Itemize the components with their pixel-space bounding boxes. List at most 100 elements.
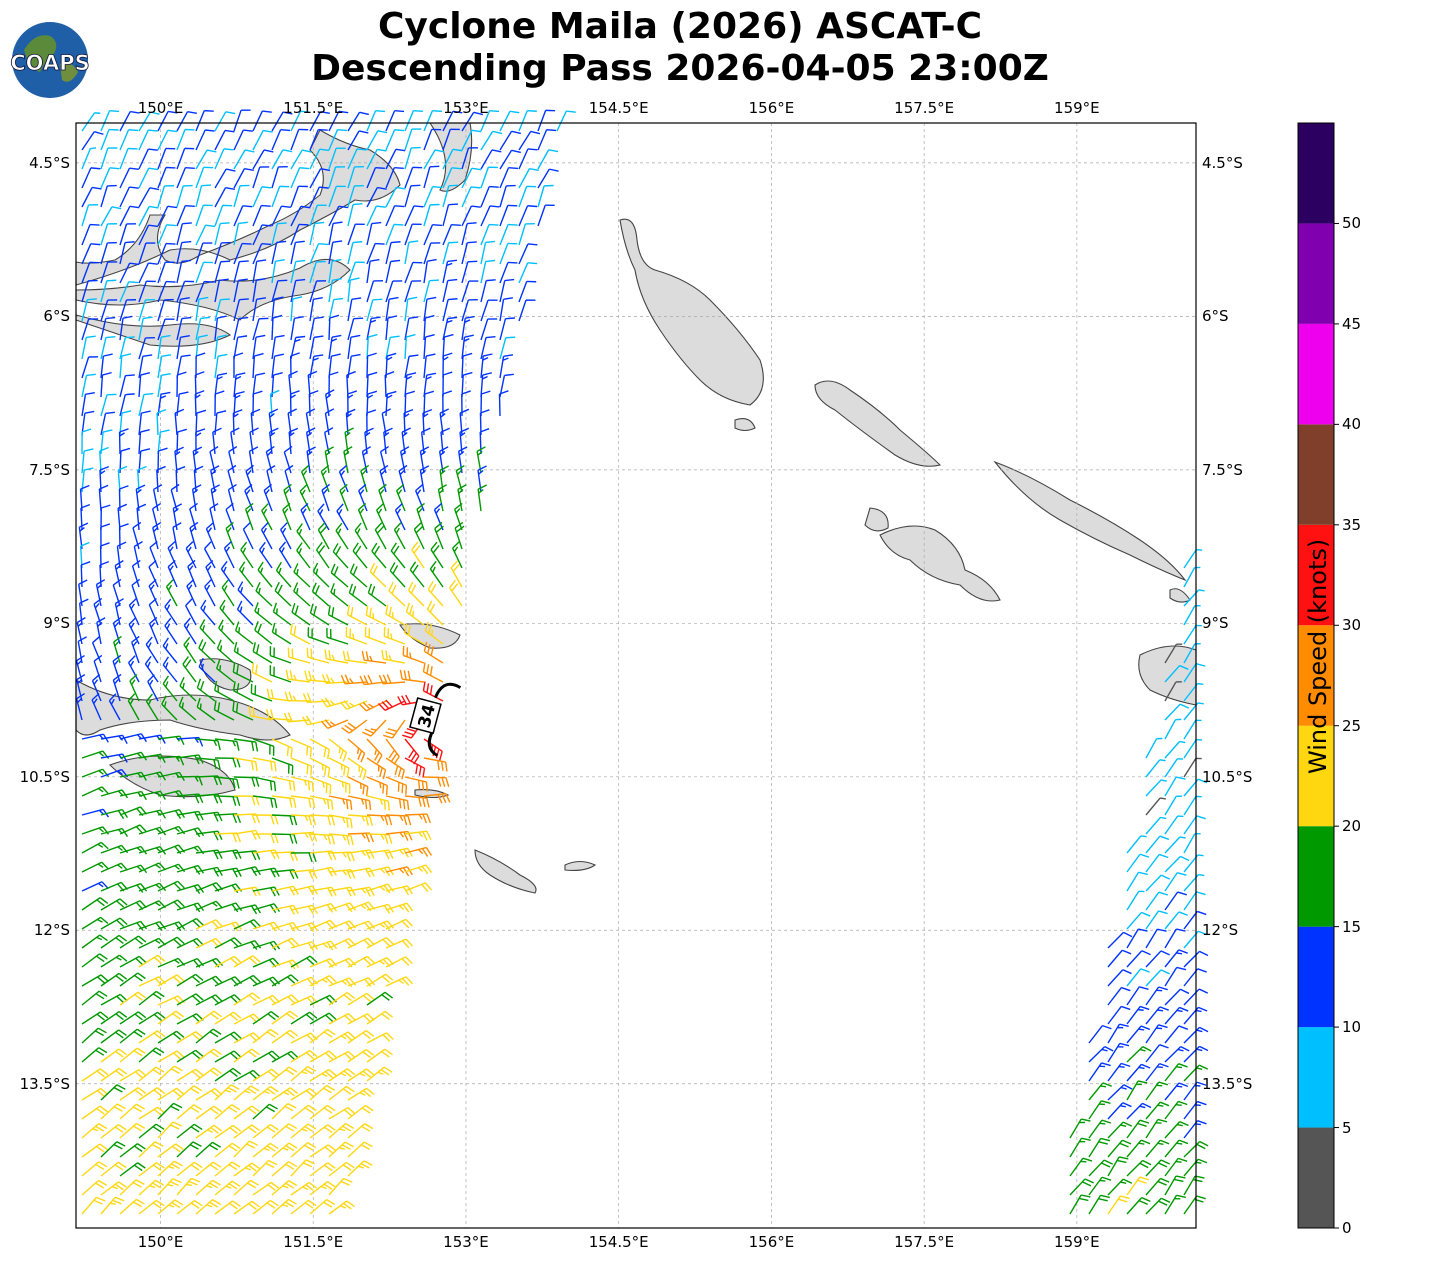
wind-barb	[385, 166, 404, 189]
wind-barb	[347, 1123, 374, 1139]
wind-barb	[81, 808, 110, 818]
wind-barb	[1164, 1006, 1189, 1025]
wind-barb	[328, 738, 348, 762]
wind-barb	[1164, 911, 1188, 930]
wind-barb	[81, 826, 110, 835]
wind-barb	[119, 353, 132, 379]
wind-barb	[1145, 737, 1163, 759]
wind-barb	[371, 542, 387, 569]
wind-barb	[423, 242, 441, 265]
wind-barb	[480, 130, 503, 151]
lat-tick-label-right: 10.5°S	[1202, 767, 1253, 786]
wind-barb	[100, 335, 116, 360]
colorbar-segment	[1298, 524, 1334, 626]
title-line-1: Cyclone Maila (2026) ASCAT-C	[377, 6, 983, 47]
wind-barb	[498, 390, 509, 417]
wind-barb	[404, 830, 432, 841]
wind-barb	[1164, 718, 1182, 740]
wind-barb	[237, 581, 254, 607]
wind-barb	[518, 222, 535, 246]
wind-barb	[385, 296, 399, 322]
wind-barb	[347, 334, 361, 360]
wind-barb	[293, 563, 311, 588]
colorbar-tick-label: 45	[1342, 314, 1362, 333]
wind-barb	[138, 392, 154, 417]
wind-barb	[1145, 759, 1166, 778]
wind-barb	[100, 1196, 125, 1215]
wind-barb	[404, 623, 425, 645]
wind-barb	[81, 356, 99, 379]
wind-barb	[138, 167, 159, 189]
wind-barb	[357, 502, 368, 531]
wind-barb	[271, 994, 299, 1006]
wind-barb	[347, 1160, 373, 1177]
wind-barb	[100, 1011, 128, 1025]
wind-barb	[214, 1180, 241, 1196]
wind-barb	[347, 795, 372, 811]
wind-barb	[442, 184, 459, 208]
wind-barb	[293, 582, 311, 607]
wind-barb	[100, 917, 128, 930]
wind-barb	[271, 622, 292, 645]
wind-barb	[221, 579, 235, 607]
wind-barb	[404, 146, 421, 170]
wind-barb	[1164, 740, 1186, 759]
wind-barb	[537, 204, 555, 227]
lat-tick-label-left: 10.5°S	[19, 767, 70, 786]
wind-barb	[1164, 703, 1190, 721]
lon-tick-label-top: 157.5°E	[894, 99, 955, 117]
wind-barb	[209, 446, 219, 474]
wind-barb	[461, 334, 474, 360]
wind-barb	[439, 465, 449, 493]
wind-barb	[347, 1141, 373, 1158]
wind-barb	[1183, 739, 1203, 759]
wind-barb	[422, 681, 444, 702]
wind-barb	[81, 1011, 109, 1025]
wind-barb	[233, 1162, 260, 1177]
wind-barb	[214, 353, 228, 379]
wind-barb	[176, 316, 192, 341]
wind-barb	[233, 641, 254, 664]
wind-barb	[480, 110, 500, 132]
wind-barb	[309, 814, 336, 826]
wind-barb	[480, 279, 496, 303]
wind-barb	[75, 654, 85, 683]
wind-barb	[366, 1032, 394, 1044]
wind-barb	[233, 298, 249, 322]
wind-barb	[347, 920, 376, 931]
wind-barb	[537, 184, 554, 208]
wind-barb	[131, 559, 141, 588]
wind-barb	[404, 240, 419, 265]
wind-barb	[1164, 1120, 1189, 1139]
wind-barb	[366, 242, 385, 265]
wind-barb	[499, 110, 520, 132]
wind-barb	[138, 862, 167, 873]
wind-barb	[388, 581, 406, 607]
wind-barb	[302, 693, 330, 704]
wind-barb	[278, 541, 292, 569]
wind-barb	[366, 991, 394, 1006]
wind-barb	[328, 185, 346, 208]
wind-barb	[119, 281, 139, 303]
wind-barb	[100, 167, 120, 189]
wind-barb	[385, 148, 406, 170]
wind-barb	[214, 129, 235, 151]
landmass-18	[1169, 588, 1191, 603]
wind-barb	[1088, 1082, 1112, 1101]
wind-barb	[383, 719, 406, 739]
wind-barb	[328, 334, 342, 360]
wind-barb	[260, 522, 273, 550]
wind-barb	[1145, 1197, 1171, 1215]
wind-barb	[366, 757, 387, 780]
wind-barb	[233, 974, 261, 987]
wind-barb	[1145, 1139, 1170, 1158]
wind-barb	[195, 242, 213, 265]
wind-barb	[423, 109, 442, 132]
wind-barb	[499, 167, 519, 189]
wind-barb	[335, 522, 349, 550]
wind-barb	[157, 129, 178, 151]
wind-barb	[138, 337, 155, 360]
wind-barb	[161, 695, 178, 721]
wind-barb	[290, 776, 314, 792]
wind-barb	[214, 757, 241, 768]
